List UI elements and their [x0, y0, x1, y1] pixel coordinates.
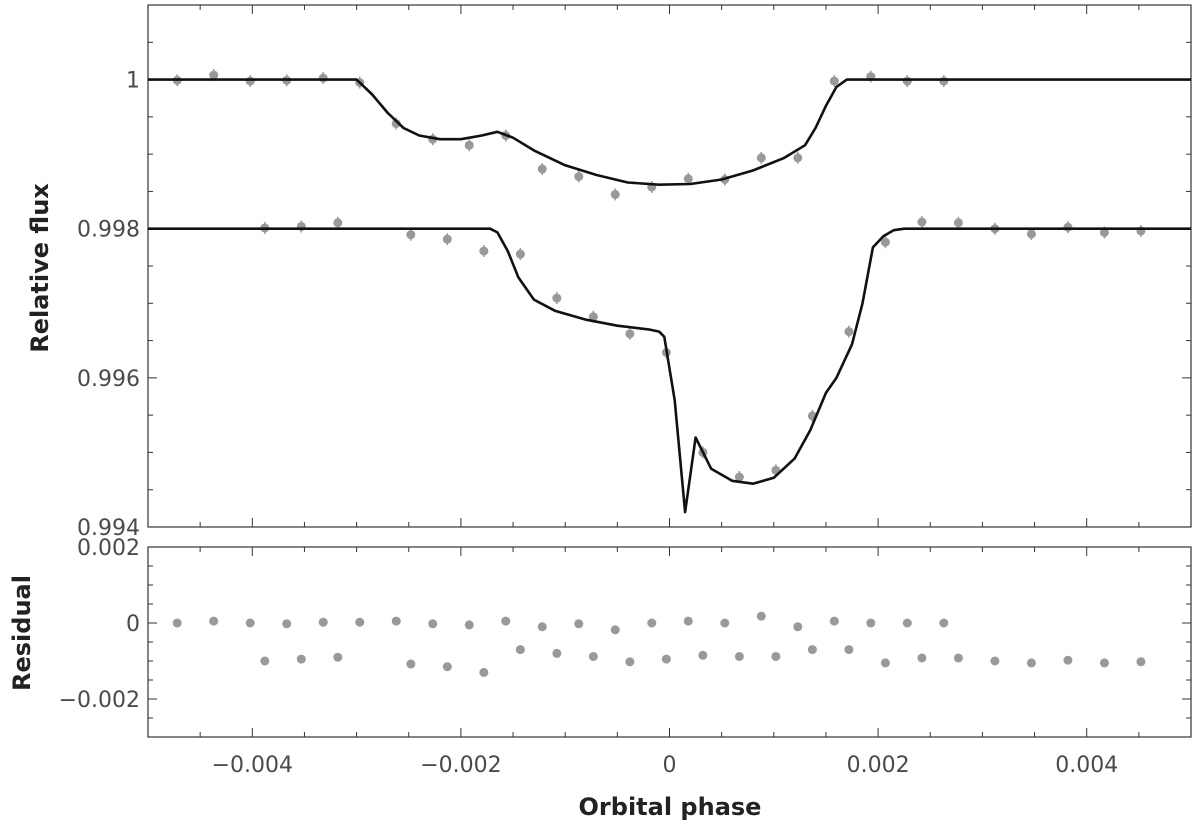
data-point	[209, 70, 219, 80]
data-point	[537, 622, 547, 632]
data-point	[464, 620, 474, 630]
data-point	[902, 618, 912, 628]
data-point	[479, 667, 489, 677]
data-point	[479, 246, 489, 256]
data-point	[683, 174, 693, 184]
data-point	[406, 659, 416, 669]
data-point	[990, 656, 1000, 666]
data-point	[391, 119, 401, 129]
data-point	[282, 619, 292, 629]
data-point	[844, 327, 854, 337]
data-point	[866, 618, 876, 628]
y-tick-label: 0.002	[77, 536, 140, 561]
data-point	[442, 662, 452, 672]
x-axis-label: Orbital phase	[579, 793, 762, 821]
data-point	[406, 230, 416, 240]
y-tick-label: −0.002	[59, 688, 140, 713]
x-tick-label: 0	[663, 753, 677, 778]
data-point	[355, 617, 365, 627]
data-point	[552, 648, 562, 658]
residual-panel: −0.002 0 0.002 −0.004 −0.002 0 0.002 0.004	[59, 536, 1192, 778]
y-tick-label: 0.996	[77, 367, 140, 392]
data-point	[428, 619, 438, 629]
data-point	[296, 654, 306, 664]
flux-panel: 0.994 0.996 0.998 1	[77, 4, 1192, 541]
data-point	[610, 189, 620, 199]
y-axis-label-flux: Relative flux	[26, 183, 54, 353]
data-point	[1063, 222, 1073, 232]
plot-frame	[147, 546, 1192, 738]
data-point	[661, 654, 671, 664]
y-tick-label: 1	[126, 69, 140, 94]
data-point	[953, 653, 963, 663]
data-point	[245, 618, 255, 628]
data-point	[610, 625, 620, 635]
data-point	[625, 657, 635, 667]
data-point	[172, 618, 182, 628]
data-point	[829, 76, 839, 86]
data-point	[1026, 658, 1036, 668]
data-point	[1063, 655, 1073, 665]
data-point	[829, 616, 839, 626]
data-point	[501, 616, 511, 626]
data-point	[574, 619, 584, 629]
plot-frame	[147, 4, 1192, 528]
data-point	[734, 472, 744, 482]
data-point	[771, 651, 781, 661]
data-point	[698, 650, 708, 660]
data-point	[318, 617, 328, 627]
data-point	[683, 616, 693, 626]
data-point	[1026, 229, 1036, 239]
data-point	[647, 618, 657, 628]
data-point	[939, 618, 949, 628]
data-point	[953, 218, 963, 228]
data-point	[1099, 227, 1109, 237]
data-point	[515, 249, 525, 259]
data-point	[720, 618, 730, 628]
data-point	[574, 172, 584, 182]
data-point	[917, 217, 927, 227]
data-point	[588, 651, 598, 661]
y-tick-label: 0.998	[77, 218, 140, 243]
data-point	[902, 76, 912, 86]
data-point	[333, 652, 343, 662]
data-point	[209, 616, 219, 626]
y-axis-label-residual: Residual	[8, 575, 36, 691]
model-curve	[148, 227, 1191, 514]
data-point	[917, 653, 927, 663]
data-point	[844, 645, 854, 655]
data-point	[442, 234, 452, 244]
x-tick-label: 0.004	[1055, 753, 1118, 778]
y-tick-label: 0.994	[77, 516, 140, 541]
data-point	[537, 164, 547, 174]
data-point	[880, 658, 890, 668]
data-point	[245, 76, 255, 86]
data-point	[880, 237, 890, 247]
data-point	[1099, 658, 1109, 668]
data-point	[464, 140, 474, 150]
data-point	[756, 611, 766, 621]
data-point	[515, 645, 525, 655]
data-point	[333, 218, 343, 228]
data-point	[939, 76, 949, 86]
y-tick-label: 0	[126, 612, 140, 637]
data-point	[793, 153, 803, 163]
data-point	[807, 645, 817, 655]
data-point	[588, 312, 598, 322]
data-point	[318, 73, 328, 83]
data-point	[552, 293, 562, 303]
data-point	[260, 656, 270, 666]
data-point	[625, 329, 635, 339]
model-curve	[148, 78, 1191, 186]
data-point	[793, 622, 803, 632]
x-tick-label: 0.002	[847, 753, 910, 778]
data-point	[756, 153, 766, 163]
data-point	[391, 616, 401, 626]
x-tick-label: −0.002	[420, 753, 501, 778]
data-point	[1136, 657, 1146, 667]
data-point	[734, 651, 744, 661]
x-tick-label: −0.004	[212, 753, 293, 778]
